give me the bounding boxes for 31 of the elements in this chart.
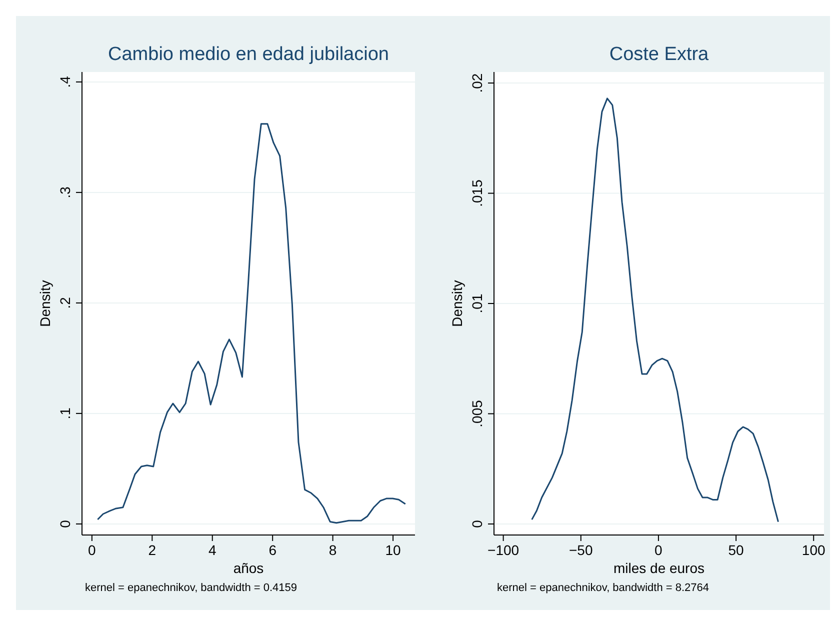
x-tick-label: 10 bbox=[385, 542, 402, 558]
x-tick-label: 6 bbox=[268, 542, 277, 558]
chart-title: Cambio medio en edad jubilacion bbox=[108, 44, 389, 65]
y-tick-label: 0 bbox=[469, 520, 485, 528]
line-series bbox=[531, 98, 779, 523]
y-tick-label: .4 bbox=[57, 76, 73, 88]
y-tick-label: .01 bbox=[469, 294, 485, 314]
y-axis-title: Density bbox=[37, 280, 53, 327]
x-tick-label: 2 bbox=[148, 542, 156, 558]
y-axis-title: Density bbox=[449, 280, 465, 327]
y-tick-label: .1 bbox=[57, 407, 73, 420]
x-tick-label: 100 bbox=[802, 542, 826, 558]
x-tick-label: −100 bbox=[488, 542, 520, 558]
x-tick-label: 8 bbox=[328, 542, 337, 558]
text: kernel = epanechnikov, bandwidth = 8.2764 bbox=[497, 582, 710, 594]
text: kernel = epanechnikov, bandwidth = 0.4159 bbox=[85, 582, 298, 594]
chart-title: Coste Extra bbox=[609, 44, 710, 65]
x-tick-label: 0 bbox=[88, 542, 96, 558]
x-axis-title: años bbox=[233, 560, 264, 576]
line-series bbox=[96, 123, 406, 524]
y-tick-label: .2 bbox=[57, 296, 73, 309]
y-tick-label: .015 bbox=[469, 179, 485, 207]
x-tick-label: 4 bbox=[208, 542, 216, 558]
x-tick-label: 0 bbox=[654, 542, 663, 558]
x-tick-label: 50 bbox=[728, 542, 744, 558]
x-tick-label: −50 bbox=[569, 542, 593, 558]
y-tick-label: .02 bbox=[469, 73, 485, 93]
y-tick-label: 0 bbox=[57, 520, 73, 528]
y-tick-label: .005 bbox=[469, 400, 485, 428]
y-tick-label: .3 bbox=[57, 186, 73, 198]
x-axis-title: miles de euros bbox=[613, 560, 705, 576]
